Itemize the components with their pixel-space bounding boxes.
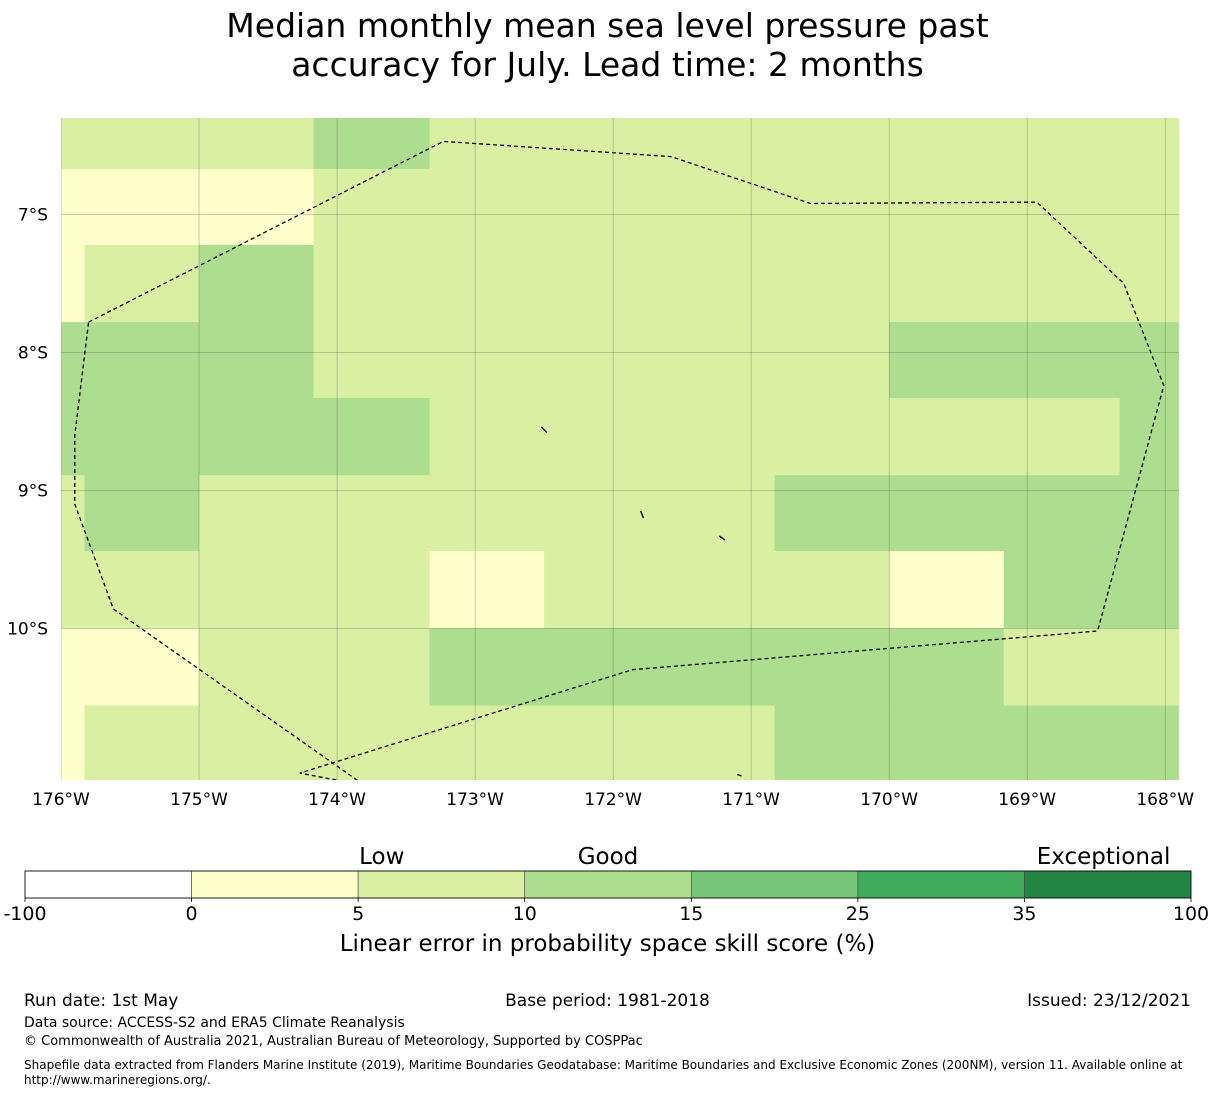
colorbar-tick-label: 25 bbox=[846, 903, 870, 925]
skill-cell bbox=[84, 705, 776, 780]
skill-cell bbox=[84, 475, 200, 552]
x-tick-label: 175°W bbox=[170, 790, 228, 810]
x-tick-label: 173°W bbox=[446, 790, 504, 810]
skill-cell bbox=[774, 705, 1179, 780]
y-tick-label: 7°S bbox=[18, 206, 48, 226]
copyright-notice: © Commonwealth of Australia 2021, Austra… bbox=[24, 1034, 643, 1049]
chart-title: Median monthly mean sea level pressure p… bbox=[0, 6, 1215, 84]
colorbar-category-label: Good bbox=[578, 844, 639, 870]
skill-cell bbox=[1003, 628, 1179, 707]
colorbar-tick-label: 35 bbox=[1012, 903, 1036, 925]
colorbar-bin bbox=[1024, 870, 1192, 899]
colorbar-axis-label: Linear error in probability space skill … bbox=[339, 931, 876, 957]
colorbar-bin bbox=[24, 870, 192, 899]
skill-cell bbox=[889, 551, 1005, 629]
skill-cell bbox=[429, 551, 545, 629]
colorbar-bin bbox=[357, 870, 526, 899]
title-line-2: accuracy for July. Lead time: 2 months bbox=[291, 45, 924, 84]
x-tick-label: 174°W bbox=[308, 790, 366, 810]
y-tick-label: 10°S bbox=[7, 619, 48, 639]
colorbar-bin bbox=[524, 870, 692, 899]
skill-cell bbox=[61, 705, 86, 780]
skill-cell bbox=[313, 244, 1179, 323]
skill-cell bbox=[61, 118, 315, 170]
colorbar-bin bbox=[690, 870, 859, 899]
skill-cell bbox=[429, 628, 1005, 707]
skill-cell bbox=[313, 169, 1179, 246]
y-tick-label: 8°S bbox=[18, 343, 48, 363]
shapefile-credit: Shapefile data extracted from Flanders M… bbox=[24, 1058, 1183, 1087]
skill-cell bbox=[313, 322, 890, 399]
colorbar-tick-label: 0 bbox=[186, 903, 198, 925]
skill-cell bbox=[199, 628, 431, 707]
skill-cell bbox=[61, 397, 431, 476]
skill-cell bbox=[544, 551, 890, 629]
skill-score-map: 176°W 175°W 174°W 173°W 172°W 171°W 170°W 169°W… bbox=[3, 118, 1209, 925]
colorbar-frame bbox=[24, 870, 1192, 899]
colorbar-tick-label: 10 bbox=[513, 903, 537, 925]
x-tick-label: 172°W bbox=[584, 790, 642, 810]
skill-cell bbox=[774, 475, 1179, 552]
data-source: Data source: ACCESS-S2 and ERA5 Climate … bbox=[24, 1015, 405, 1031]
skill-cell bbox=[199, 475, 776, 552]
colorbar-category-label: Low bbox=[359, 844, 404, 870]
island bbox=[640, 510, 645, 519]
skill-cell bbox=[84, 244, 200, 323]
x-tick-label: 170°W bbox=[860, 790, 918, 810]
x-tick-label: 171°W bbox=[722, 790, 780, 810]
x-tick-label: 169°W bbox=[998, 790, 1056, 810]
skill-cell bbox=[61, 551, 431, 629]
skill-cell bbox=[313, 118, 431, 170]
colorbar-category-label: Exceptional bbox=[1037, 844, 1171, 870]
title-line-1: Median monthly mean sea level pressure p… bbox=[226, 6, 989, 45]
eez-boundary bbox=[74, 140, 1165, 780]
x-tick-label: 176°W bbox=[32, 790, 90, 810]
skill-cell bbox=[61, 244, 86, 323]
skill-cell bbox=[429, 397, 1121, 476]
colorbar-bin bbox=[191, 870, 359, 899]
colorbar-tick-label: 100 bbox=[1173, 903, 1209, 925]
skill-cell bbox=[199, 244, 315, 323]
colorbar-bin bbox=[857, 870, 1025, 899]
colorbar-tick-label: -100 bbox=[3, 903, 46, 925]
skill-cell bbox=[61, 628, 200, 707]
y-tick-label: 9°S bbox=[18, 481, 48, 501]
base-period: Base period: 1981-2018 bbox=[505, 991, 710, 1011]
skill-cell bbox=[429, 118, 1179, 170]
island bbox=[737, 773, 742, 777]
x-tick-label: 168°W bbox=[1136, 790, 1194, 810]
island bbox=[540, 426, 548, 433]
skill-cell bbox=[1003, 551, 1179, 629]
skill-cell bbox=[61, 322, 315, 399]
colorbar-tick-label: 5 bbox=[352, 903, 364, 925]
issued-date: Issued: 23/12/2021 bbox=[1027, 991, 1191, 1011]
skill-cell bbox=[61, 475, 86, 552]
map-plot-area bbox=[61, 118, 1179, 780]
skill-cell bbox=[889, 322, 1179, 399]
skill-cell bbox=[61, 169, 315, 246]
run-date: Run date: 1st May bbox=[24, 991, 179, 1011]
island bbox=[718, 535, 726, 541]
colorbar-tick-label: 15 bbox=[679, 903, 703, 925]
